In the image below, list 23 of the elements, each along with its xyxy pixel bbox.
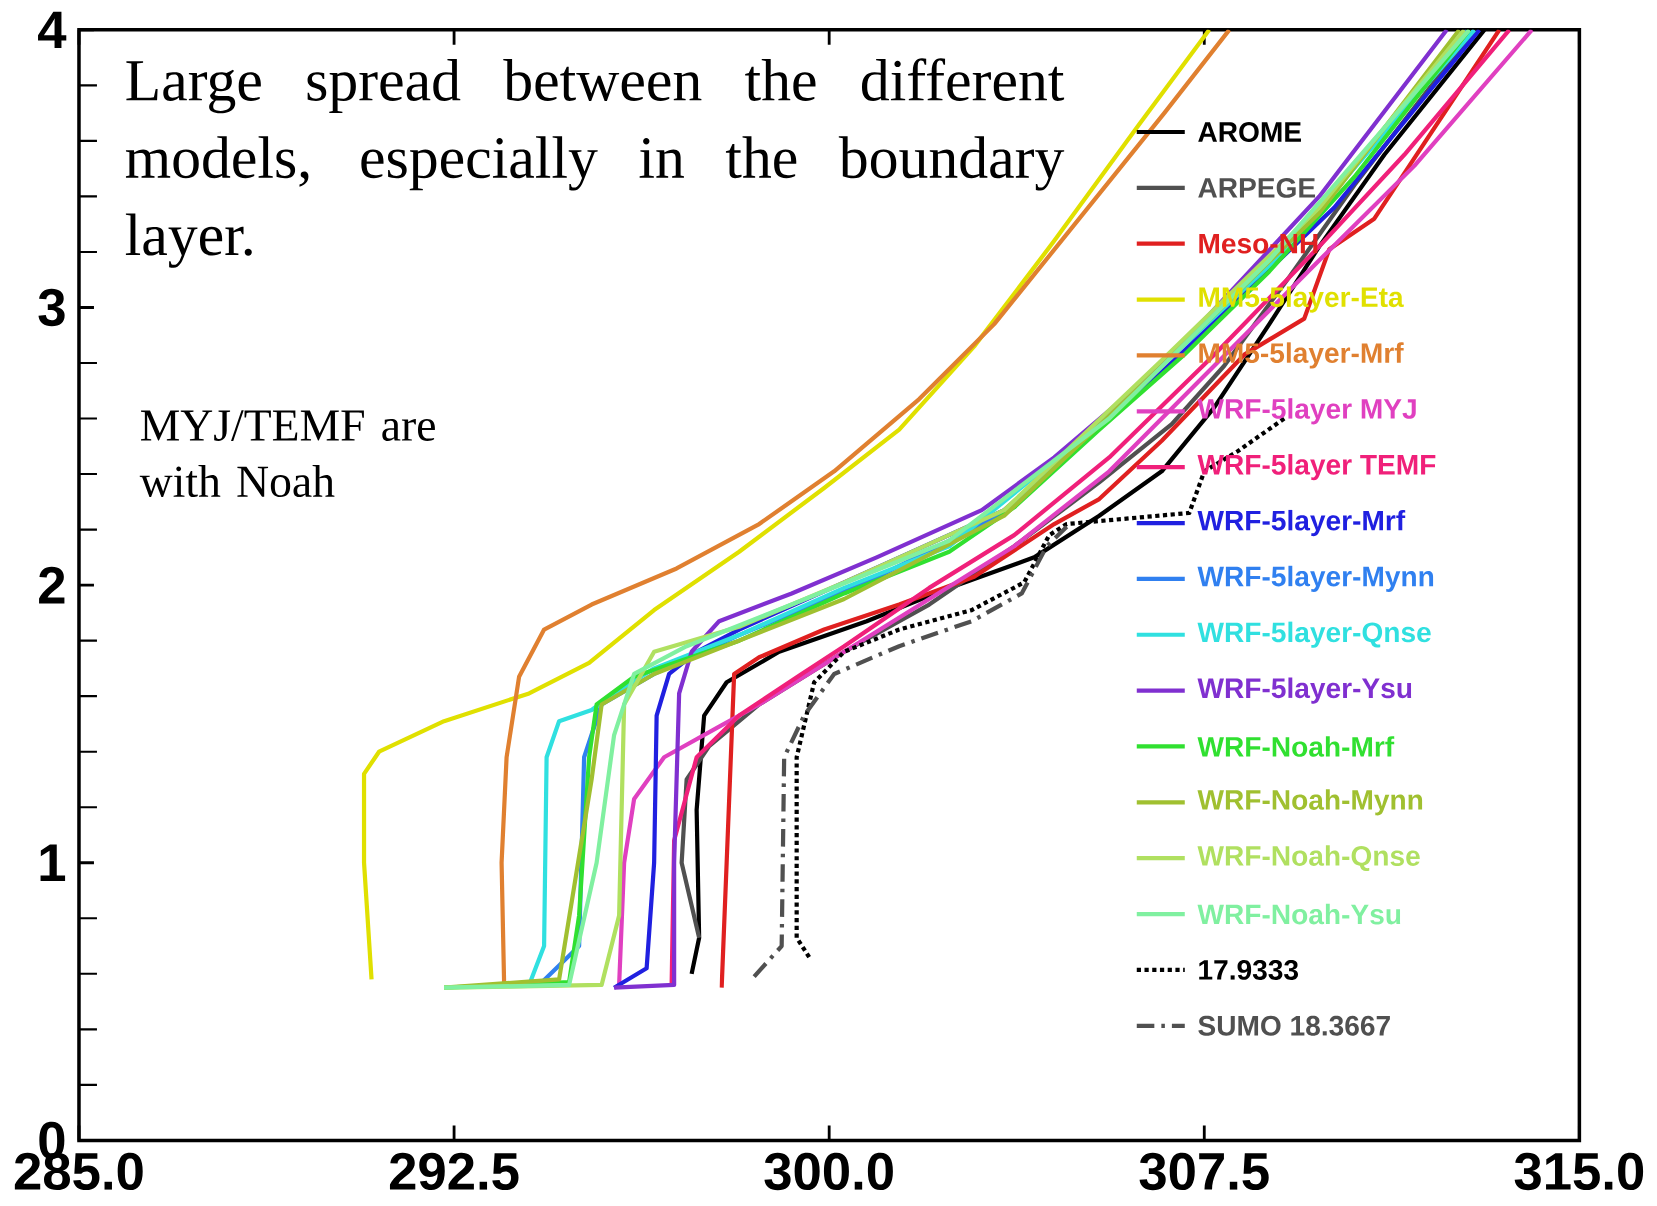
legend-label: WRF-Noah-Ysu: [1197, 903, 1401, 925]
x-tick-label: 292.5: [389, 1152, 519, 1190]
y-tick-label: 3: [38, 288, 65, 327]
annotation: MYJ/TEMF are with Noah: [139, 410, 435, 497]
y-tick-label: 2: [39, 566, 65, 604]
legend-label: WRF-Noah-Mrf: [1197, 735, 1395, 757]
legend-label: AROME: [1198, 121, 1301, 142]
y-tick-label: 1: [40, 844, 66, 881]
x-tick-label: 300.0: [764, 1152, 893, 1191]
legend-label: WRF-5layer-Mynn: [1197, 565, 1434, 592]
legend-label: SUMO 18.3667: [1198, 1015, 1390, 1036]
legend-label: WRF-Noah-Qnse: [1197, 845, 1420, 871]
y-tick-label: 4: [38, 11, 67, 48]
legend-label: WRF-5layer-Ysu: [1197, 677, 1412, 704]
annotation: Large spread between the different models, especially in the boundary layer.: [125, 58, 1065, 268]
legend-label: WRF-5layer TEMF: [1197, 453, 1436, 481]
x-tick-label: 307.5: [1139, 1152, 1269, 1191]
legend-label: 17.9333: [1199, 959, 1299, 980]
x-tick-label: 315.0: [1514, 1152, 1644, 1191]
legend-label: WRF-Noah-Mynn: [1197, 789, 1423, 816]
legend-label: WRF-5layer-Qnse: [1197, 621, 1431, 648]
legend-label: WRF-5layer-Mrf: [1197, 509, 1406, 536]
legend-label: ARPEGE: [1198, 177, 1316, 198]
